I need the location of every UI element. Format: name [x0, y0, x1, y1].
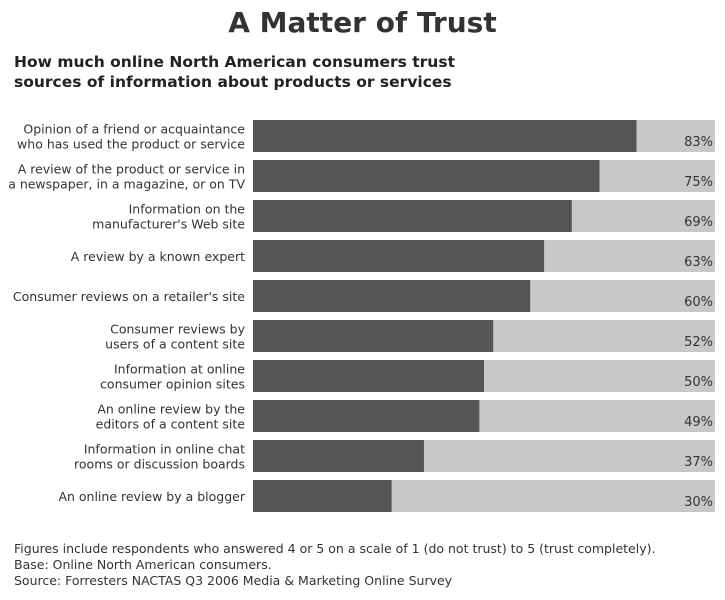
value-label: 50% [684, 375, 713, 390]
bar [253, 320, 494, 352]
category-label: A review of the product or service in [18, 162, 245, 177]
value-label: 52% [684, 335, 713, 350]
category-label: Opinion of a friend or acquaintance [23, 122, 245, 137]
category-label: A review by a known expert [71, 249, 245, 264]
category-label: rooms or discussion boards [74, 457, 245, 472]
bar-row: 30% An online review by a blogger [58, 480, 715, 512]
bar-row: 75% A review of the product or service in… [8, 160, 715, 192]
value-label: 75% [684, 175, 713, 190]
category-label: Information at online [114, 362, 245, 377]
bar [253, 360, 484, 392]
value-label: 37% [684, 455, 713, 470]
bar [253, 120, 637, 152]
value-label: 49% [684, 415, 713, 430]
bar-chart: 83% Opinion of a friend or acquaintancewh… [8, 120, 715, 512]
bar [253, 200, 572, 232]
chart-title: A Matter of Trust [228, 6, 497, 39]
category-label: Consumer reviews by [110, 322, 245, 337]
category-label: An online review by a blogger [58, 489, 245, 504]
value-label: 69% [684, 215, 713, 230]
bar [253, 240, 545, 272]
category-label: consumer opinion sites [100, 377, 245, 392]
category-label: manufacturer's Web site [92, 217, 245, 232]
value-label: 60% [684, 295, 713, 310]
category-label: Consumer reviews on a retailer's site [13, 289, 245, 304]
bar-row: 83% Opinion of a friend or acquaintancewh… [17, 120, 715, 152]
category-label: Information in online chat [84, 442, 245, 457]
bar-row: 63% A review by a known expert [71, 240, 715, 272]
bar [253, 440, 424, 472]
footnote-methodology: Figures include respondents who answered… [14, 541, 656, 556]
bar [253, 160, 600, 192]
category-label: a newspaper, in a magazine, or on TV [8, 177, 245, 192]
category-label: users of a content site [105, 337, 245, 352]
footnote-base: Base: Online North American consumers. [14, 557, 272, 572]
category-label: editors of a content site [96, 417, 246, 432]
bar-row: 60% Consumer reviews on a retailer's site [13, 280, 715, 312]
category-label: An online review by the [97, 402, 245, 417]
bar [253, 400, 480, 432]
chart-subtitle: How much online North American consumers… [14, 53, 455, 91]
footnote-source: Source: Forresters NACTAS Q3 2006 Media … [14, 573, 453, 588]
value-label: 83% [684, 135, 713, 150]
bar [253, 280, 531, 312]
bar [253, 480, 392, 512]
footnotes: Figures include respondents who answered… [14, 541, 655, 589]
value-label: 30% [684, 495, 713, 510]
category-label: who has used the product or service [17, 137, 245, 152]
category-label: Information on the [129, 202, 246, 217]
value-label: 63% [684, 255, 713, 270]
